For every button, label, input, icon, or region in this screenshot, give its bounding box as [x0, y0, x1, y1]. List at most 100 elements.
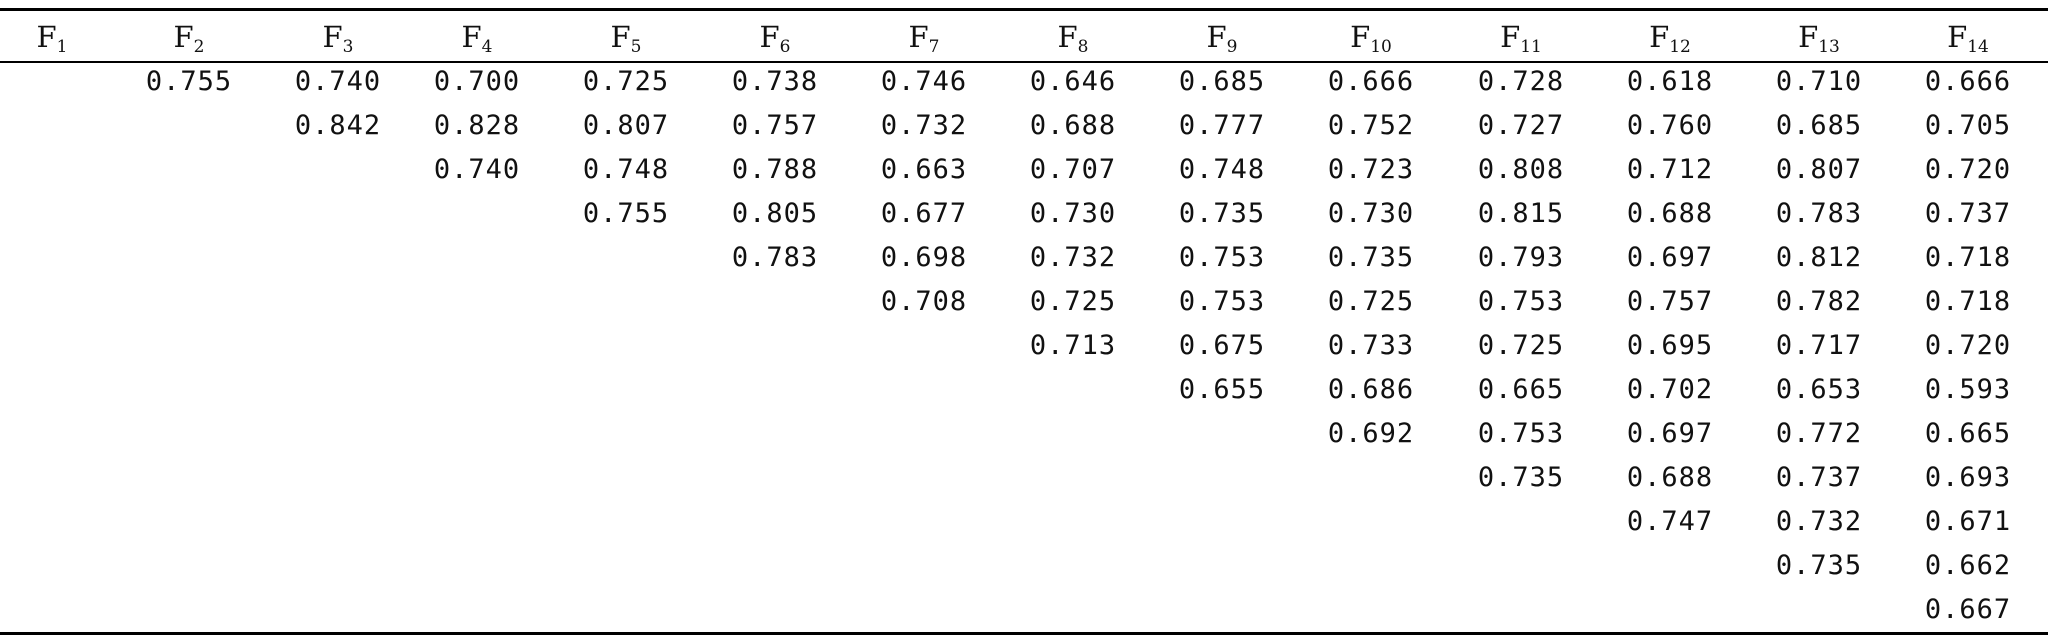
table-cell: 0.735 [1775, 550, 1863, 581]
column-header-base: F [1649, 20, 1670, 54]
table-cell: 0.685 [1178, 66, 1266, 97]
table-cell: 0.718 [1924, 286, 2012, 317]
table-cell: 0.730 [1327, 198, 1415, 229]
header-divider-rule [0, 61, 2048, 63]
table-cell: 0.713 [1029, 330, 1117, 361]
table-cell: 0.697 [1626, 418, 1714, 449]
table-cell: 0.753 [1477, 286, 1565, 317]
column-header-base: F [1350, 20, 1371, 54]
table-cell: 0.666 [1327, 66, 1415, 97]
table-cell: 0.755 [582, 198, 670, 229]
table-cell: 0.807 [1775, 154, 1863, 185]
column-header: F12 [1649, 20, 1691, 56]
table-cell: 0.688 [1626, 462, 1714, 493]
column-header-base: F [36, 20, 57, 54]
table-cell: 0.593 [1924, 374, 2012, 405]
column-header-subscript: 11 [1520, 37, 1542, 57]
column-header: F11 [1500, 23, 1542, 56]
table-cell: 0.707 [1029, 154, 1117, 185]
table-cell: 0.782 [1775, 286, 1863, 317]
table-cell: 0.805 [731, 198, 819, 229]
column-header-subscript: 10 [1370, 37, 1392, 57]
table-cell: 0.730 [1029, 198, 1117, 229]
table-cell: 0.732 [1029, 242, 1117, 273]
table-cell: 0.725 [582, 66, 670, 97]
column-header: F5 [611, 23, 642, 56]
column-header-subscript: 2 [193, 37, 205, 57]
column-header: F2 [173, 20, 205, 56]
table-cell: 0.735 [1327, 242, 1415, 273]
table-cell: 0.725 [1477, 330, 1565, 361]
column-header-subscript: 14 [1967, 37, 1989, 57]
table-cell: 0.828 [433, 110, 521, 141]
table-cell: 0.808 [1477, 154, 1565, 185]
column-header: F3 [323, 23, 354, 56]
column-header-base: F [1798, 20, 1819, 54]
table-cell: 0.710 [1775, 66, 1863, 97]
table-cell: 0.705 [1924, 110, 2012, 141]
column-header-subscript: 12 [1669, 37, 1691, 57]
table-cell: 0.662 [1924, 550, 2012, 581]
table-cell: 0.618 [1626, 66, 1714, 97]
column-header-subscript: 4 [481, 37, 493, 57]
table-cell: 0.783 [731, 242, 819, 273]
table-cell: 0.812 [1775, 242, 1863, 273]
table-cell: 0.757 [1626, 286, 1714, 317]
table-cell: 0.692 [1327, 418, 1415, 449]
column-header: F10 [1350, 20, 1392, 56]
table-cell: 0.685 [1775, 110, 1863, 141]
table-cell: 0.746 [880, 66, 968, 97]
column-header-base: F [461, 20, 482, 54]
table-cell: 0.697 [1626, 242, 1714, 273]
column-header-base: F [759, 20, 780, 54]
table-cell: 0.688 [1626, 198, 1714, 229]
table-cell: 0.646 [1029, 66, 1117, 97]
column-header-subscript: 6 [779, 37, 791, 57]
table-cell: 0.695 [1626, 330, 1714, 361]
table-cell: 0.653 [1775, 374, 1863, 405]
table-top-rule [0, 8, 2048, 11]
table-cell: 0.777 [1178, 110, 1266, 141]
column-header-base: F [1057, 20, 1078, 54]
table-cell: 0.732 [880, 110, 968, 141]
table-cell: 0.677 [880, 198, 968, 229]
column-header-base: F [173, 20, 194, 54]
table-cell: 0.772 [1775, 418, 1863, 449]
table-cell: 0.700 [433, 66, 521, 97]
table-cell: 0.720 [1924, 154, 2012, 185]
table-cell: 0.723 [1327, 154, 1415, 185]
table-cell: 0.740 [294, 66, 382, 97]
table-cell: 0.793 [1477, 242, 1565, 273]
table-cell: 0.675 [1178, 330, 1266, 361]
column-header: F1 [36, 20, 68, 56]
table-cell: 0.712 [1626, 154, 1714, 185]
column-header-subscript: 13 [1818, 37, 1840, 57]
table-cell: 0.753 [1178, 242, 1266, 273]
table-cell: 0.725 [1029, 286, 1117, 317]
table-cell: 0.733 [1327, 330, 1415, 361]
table-cell: 0.748 [582, 154, 670, 185]
table-cell: 0.748 [1178, 154, 1266, 185]
column-header-base: F [1206, 20, 1227, 54]
column-header: F4 [461, 20, 493, 56]
column-header-subscript: 3 [342, 37, 354, 57]
table-cell: 0.740 [433, 154, 521, 185]
table-cell: 0.807 [582, 110, 670, 141]
table-cell: 0.693 [1924, 462, 2012, 493]
table-cell: 0.663 [880, 154, 968, 185]
table-cell: 0.686 [1327, 374, 1415, 405]
table-cell: 0.720 [1924, 330, 2012, 361]
column-header-subscript: 1 [56, 37, 68, 57]
table-cell: 0.842 [294, 110, 382, 141]
table-cell: 0.666 [1924, 66, 2012, 97]
table-cell: 0.815 [1477, 198, 1565, 229]
table-bottom-rule [0, 632, 2048, 635]
table-cell: 0.665 [1477, 374, 1565, 405]
table-cell: 0.727 [1477, 110, 1565, 141]
table-cell: 0.688 [1029, 110, 1117, 141]
table-cell: 0.702 [1626, 374, 1714, 405]
table-cell: 0.737 [1924, 198, 2012, 229]
table-cell: 0.728 [1477, 66, 1565, 97]
column-header: F9 [1206, 20, 1238, 56]
table-cell: 0.783 [1775, 198, 1863, 229]
